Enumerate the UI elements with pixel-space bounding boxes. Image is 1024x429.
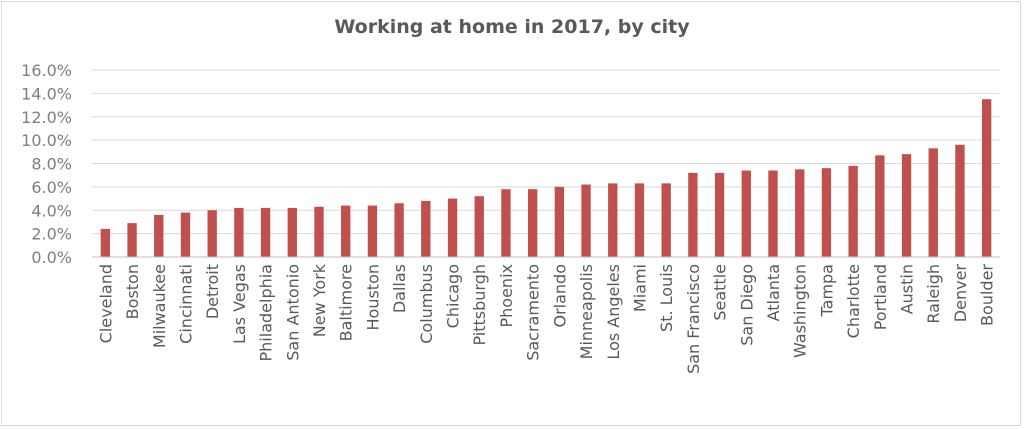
bar bbox=[447, 198, 458, 257]
bar bbox=[527, 189, 538, 257]
bar bbox=[688, 172, 698, 257]
bar bbox=[287, 207, 297, 257]
x-tick-label: Seattle bbox=[711, 264, 730, 321]
gridlines bbox=[92, 69, 1000, 235]
x-tick-label: Denver bbox=[951, 264, 970, 323]
bar bbox=[901, 154, 912, 257]
y-tick-label: 4.0% bbox=[31, 201, 72, 220]
x-tick-label: Philadelphia bbox=[257, 264, 276, 361]
x-tick-label: Raleigh bbox=[924, 264, 943, 324]
bar bbox=[421, 200, 431, 257]
y-axis-ticks: 0.0% 2.0% 4.0% 6.0% 8.0% 10.0% 12.0% 14.0% 16.0% bbox=[21, 61, 72, 267]
bar bbox=[875, 155, 885, 257]
bar bbox=[180, 212, 191, 257]
x-tick-label: Portland bbox=[871, 264, 890, 330]
bar bbox=[955, 144, 965, 257]
x-tick-label: Minneapolis bbox=[577, 264, 596, 359]
x-tick-label: Miami bbox=[630, 264, 649, 312]
bar bbox=[848, 165, 858, 257]
x-tick-label: San Francisco bbox=[684, 264, 703, 374]
bar bbox=[341, 205, 351, 257]
bars bbox=[100, 99, 992, 257]
x-tick-label: Houston bbox=[363, 264, 382, 331]
y-tick-label: 8.0% bbox=[31, 155, 72, 174]
y-tick-label: 16.0% bbox=[21, 61, 72, 80]
bar bbox=[581, 184, 591, 257]
x-tick-label: Las Vegas bbox=[230, 264, 249, 344]
bar bbox=[394, 203, 404, 257]
bar bbox=[501, 189, 511, 257]
y-tick-label: 14.0% bbox=[21, 84, 72, 103]
x-tick-label: Los Angeles bbox=[604, 264, 623, 360]
x-tick-label: St. Louis bbox=[657, 264, 676, 332]
bar bbox=[661, 183, 671, 257]
chart-title: Working at home in 2017, by city bbox=[334, 16, 690, 38]
y-tick-label: 12.0% bbox=[21, 108, 72, 127]
y-tick-label: 6.0% bbox=[31, 178, 72, 197]
bar bbox=[367, 205, 378, 257]
x-tick-label: Detroit bbox=[203, 264, 222, 319]
bar bbox=[127, 223, 137, 257]
x-tick-label: Orlando bbox=[550, 264, 569, 328]
bar bbox=[928, 148, 938, 257]
x-tick-label: New York bbox=[310, 263, 329, 337]
x-tick-label: Pittsburgh bbox=[470, 264, 489, 346]
bar bbox=[608, 183, 618, 257]
x-tick-label: Phoenix bbox=[497, 264, 516, 327]
x-tick-label: Boulder bbox=[978, 264, 997, 326]
x-tick-label: Cleveland bbox=[96, 264, 115, 343]
bar bbox=[981, 99, 992, 257]
bar bbox=[314, 206, 324, 257]
bar bbox=[634, 183, 645, 257]
bar bbox=[741, 170, 751, 257]
bar bbox=[260, 207, 271, 257]
y-tick-label: 2.0% bbox=[31, 225, 72, 244]
x-tick-label: Dallas bbox=[390, 264, 409, 313]
x-tick-label: Sacramento bbox=[524, 264, 543, 361]
y-tick-label: 10.0% bbox=[21, 131, 72, 150]
x-tick-label: Columbus bbox=[417, 264, 436, 344]
x-tick-label: Baltimore bbox=[337, 264, 356, 341]
x-tick-label: Chicago bbox=[444, 264, 463, 328]
y-tick-label: 0.0% bbox=[31, 248, 72, 267]
bar bbox=[795, 169, 805, 257]
bar bbox=[100, 228, 111, 257]
x-tick-label: Cincinnati bbox=[176, 264, 195, 344]
x-tick-label: Boston bbox=[123, 264, 142, 319]
bar bbox=[154, 214, 164, 257]
bar bbox=[768, 170, 778, 257]
x-tick-label: San Antonio bbox=[283, 264, 302, 361]
bar bbox=[234, 207, 244, 257]
bar bbox=[714, 172, 725, 257]
x-tick-label: San Diego bbox=[737, 264, 756, 346]
x-tick-label: Austin bbox=[898, 264, 917, 314]
bar bbox=[474, 196, 484, 257]
bar bbox=[821, 168, 832, 257]
x-tick-label: Tampa bbox=[817, 264, 836, 317]
bar bbox=[554, 186, 565, 257]
x-tick-label: Atlanta bbox=[764, 264, 783, 321]
x-axis-ticks: Cleveland Boston Milwaukee Cincinnati Detroi… bbox=[96, 263, 996, 374]
x-tick-label: Charlotte bbox=[844, 264, 863, 338]
x-tick-label: Washington bbox=[791, 264, 810, 358]
x-tick-label: Milwaukee bbox=[150, 264, 169, 348]
bar bbox=[207, 210, 217, 257]
